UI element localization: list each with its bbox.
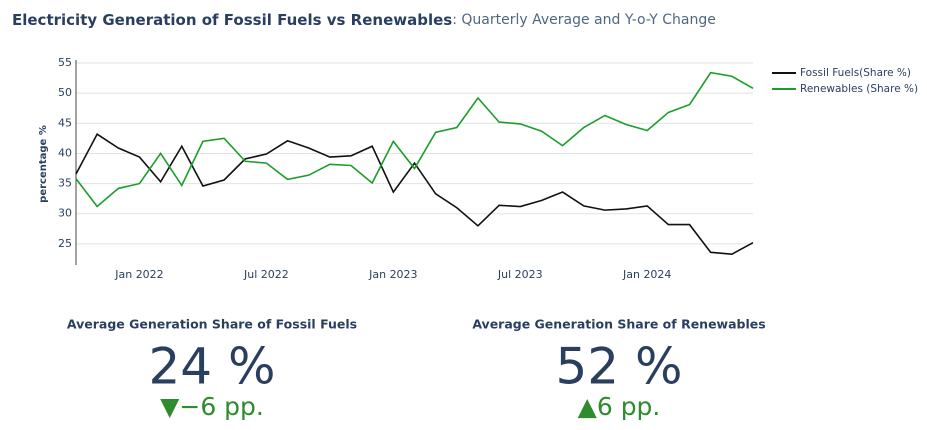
y-tick-label: 35 (58, 177, 72, 190)
x-tick-label: Jan 2024 (622, 268, 671, 281)
legend-label: Renewables (Share %) (800, 83, 918, 95)
x-tick-label: Jul 2022 (243, 268, 289, 281)
chart-title: Electricity Generation of Fossil Fuels v… (12, 11, 716, 29)
indicator-title: Average Generation Share of Fossil Fuels (67, 317, 357, 332)
indicator-value: 52 % (555, 338, 682, 396)
subtitle: : Quarterly Average and Y-o-Y Change (452, 12, 716, 28)
indicator-title: Average Generation Share of Renewables (472, 317, 765, 332)
series-line (75, 133, 754, 255)
y-tick-label: 45 (58, 116, 72, 129)
x-tick-label: Jul 2023 (497, 268, 543, 281)
title: Electricity Generation of Fossil Fuels v… (12, 11, 452, 29)
x-tick-label: Jan 2023 (368, 268, 417, 281)
y-tick-label: 40 (58, 146, 72, 159)
indicator-value: 24 % (148, 338, 275, 396)
y-tick-label: 25 (58, 237, 72, 250)
legend-label: Fossil Fuels(Share %) (800, 67, 911, 79)
series-line (75, 71, 754, 208)
indicator-delta: ▲6 pp. (578, 392, 661, 421)
y-axis-label: percentage % (38, 125, 49, 203)
indicator-delta: ▼−6 pp. (160, 392, 264, 421)
y-tick-label: 50 (58, 86, 72, 99)
y-tick-label: 30 (58, 207, 72, 220)
x-tick-label: Jan 2022 (114, 268, 163, 281)
y-tick-label: 55 (58, 56, 72, 69)
